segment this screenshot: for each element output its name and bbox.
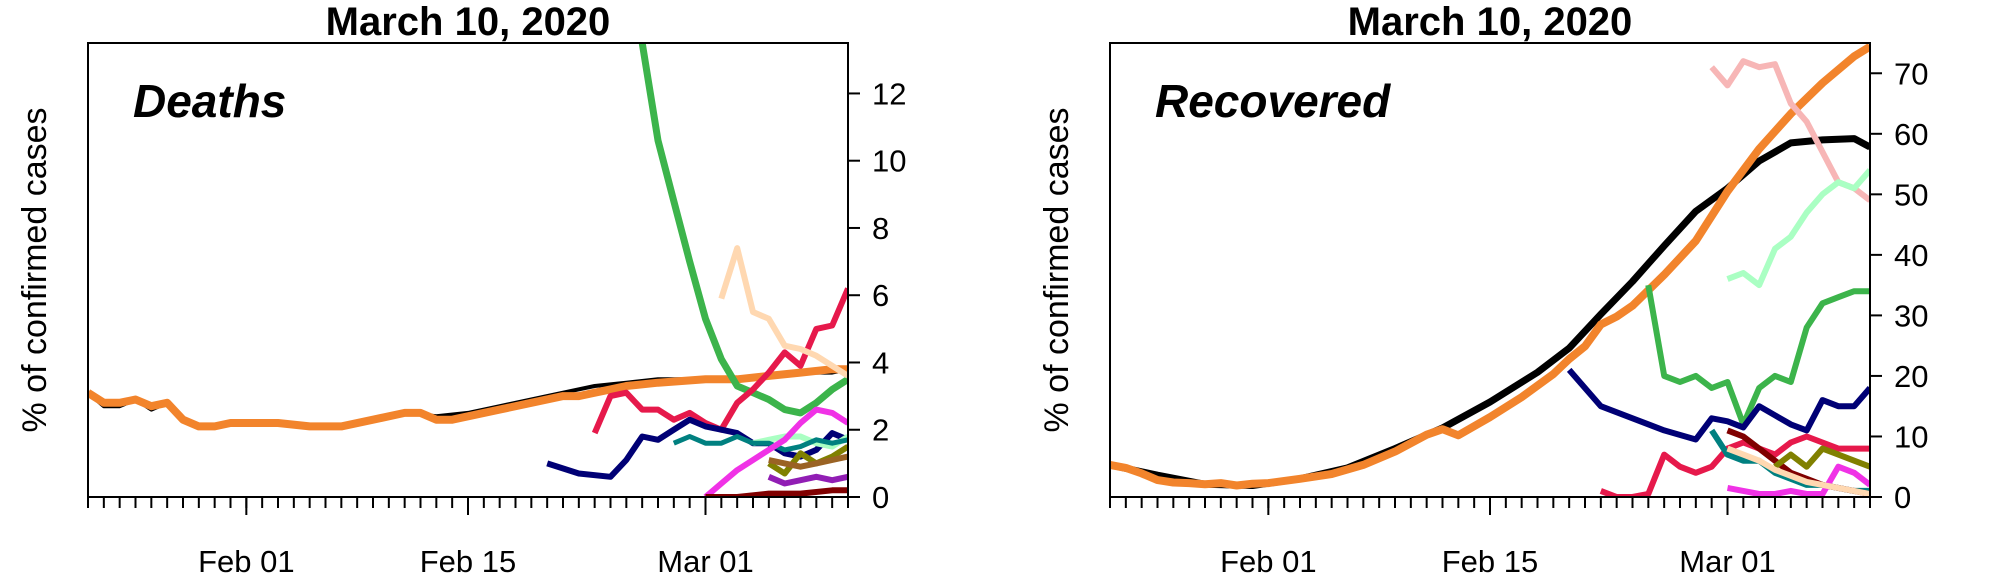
y-tick-label: 30 [1894, 298, 1928, 333]
series-line-8 [703, 406, 848, 497]
y-tick-label: 70 [1894, 56, 1928, 91]
y-tick-label: 20 [1894, 359, 1928, 394]
x-tick-label: Feb 01 [1220, 544, 1317, 576]
y-tick-label: 0 [1894, 480, 1911, 515]
y-tick-label: 10 [872, 144, 906, 179]
series-line-1 [1110, 43, 1870, 490]
y-tick-label: 0 [872, 480, 889, 515]
y-tick-label: 8 [872, 211, 889, 246]
y-tick-label: 60 [1894, 117, 1928, 152]
y-tick-label: 4 [872, 345, 889, 380]
series-line-7 [672, 434, 848, 453]
series-line-2 [638, 43, 848, 417]
series-line-12 [705, 487, 848, 497]
y-axis-label: % of confirmed cases [1038, 107, 1076, 432]
series-line-10 [1726, 463, 1870, 497]
x-tick-label: Mar 01 [657, 544, 753, 576]
x-tick-label: Feb 15 [1442, 544, 1539, 576]
series-line-5 [1566, 367, 1870, 443]
y-tick-label: 12 [872, 76, 906, 111]
series-line-9 [767, 444, 848, 477]
x-tick-label: Mar 01 [1679, 544, 1775, 576]
series-line-4 [1645, 284, 1870, 428]
y-tick-label: 50 [1894, 177, 1928, 212]
series-line-6 [1599, 433, 1870, 497]
y-axis-label: % of confirmed cases [16, 107, 54, 432]
y-tick-label: 10 [1894, 419, 1928, 454]
series-line-10 [767, 473, 848, 487]
series-line-3 [1726, 168, 1870, 289]
panel-label: Deaths [133, 75, 286, 127]
series-group [88, 43, 848, 497]
series-line-9 [1773, 445, 1870, 470]
series-line-11 [1726, 445, 1870, 497]
panel-label: Recovered [1155, 75, 1391, 127]
y-tick-label: 40 [1894, 238, 1928, 273]
x-tick-label: Feb 01 [198, 544, 295, 576]
y-tick-label: 6 [872, 278, 889, 313]
series-line-5 [718, 245, 848, 379]
chart-panel-1: 0 10 20 30 40 50 60 70 Feb 01 Feb 15 Mar 01 March 1… [1038, 0, 1928, 576]
y-tick-label: 2 [872, 413, 889, 448]
series-line-6 [752, 433, 848, 450]
series-group [1110, 43, 1870, 497]
chart-title: March 10, 2020 [1348, 0, 1633, 44]
x-tick-label: Feb 15 [420, 544, 517, 576]
series-line-11 [768, 453, 848, 470]
series-line-1 [88, 365, 848, 431]
chart-panel-0: 0 2 4 6 8 10 12 Feb 01 Feb 15 Mar 01 March 10, 202… [16, 0, 906, 576]
series-line-0 [1110, 135, 1870, 489]
chart-title: March 10, 2020 [326, 0, 611, 44]
